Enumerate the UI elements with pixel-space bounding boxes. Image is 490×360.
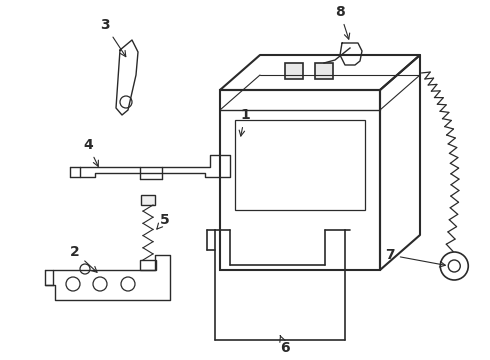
- Text: 7: 7: [385, 248, 445, 267]
- Bar: [220, 90, 380, 270]
- Text: 3: 3: [100, 18, 126, 57]
- Text: 1: 1: [239, 108, 250, 136]
- Bar: [285, 63, 303, 79]
- Text: 6: 6: [280, 336, 290, 355]
- Bar: [235, 120, 365, 210]
- Text: 2: 2: [70, 245, 97, 272]
- Text: 8: 8: [335, 5, 350, 39]
- Bar: [140, 260, 156, 270]
- Bar: [315, 63, 333, 79]
- Text: 5: 5: [157, 213, 170, 229]
- Bar: [141, 195, 155, 205]
- Text: 4: 4: [83, 138, 98, 166]
